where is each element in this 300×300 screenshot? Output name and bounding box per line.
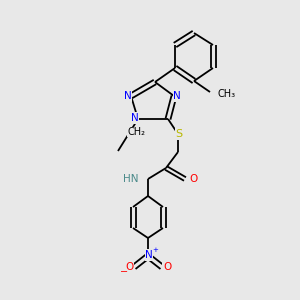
Text: O: O <box>189 174 197 184</box>
Text: CH₃: CH₃ <box>218 89 236 99</box>
Text: O: O <box>163 262 171 272</box>
Text: N: N <box>173 91 181 101</box>
Text: N: N <box>145 250 153 260</box>
Text: N: N <box>124 91 132 101</box>
Text: S: S <box>176 129 183 139</box>
Text: O: O <box>125 262 133 272</box>
Text: −: − <box>120 267 128 277</box>
Text: N: N <box>131 113 139 123</box>
Text: +: + <box>152 247 158 253</box>
Text: CH₂: CH₂ <box>127 127 145 137</box>
Text: HN: HN <box>122 174 138 184</box>
